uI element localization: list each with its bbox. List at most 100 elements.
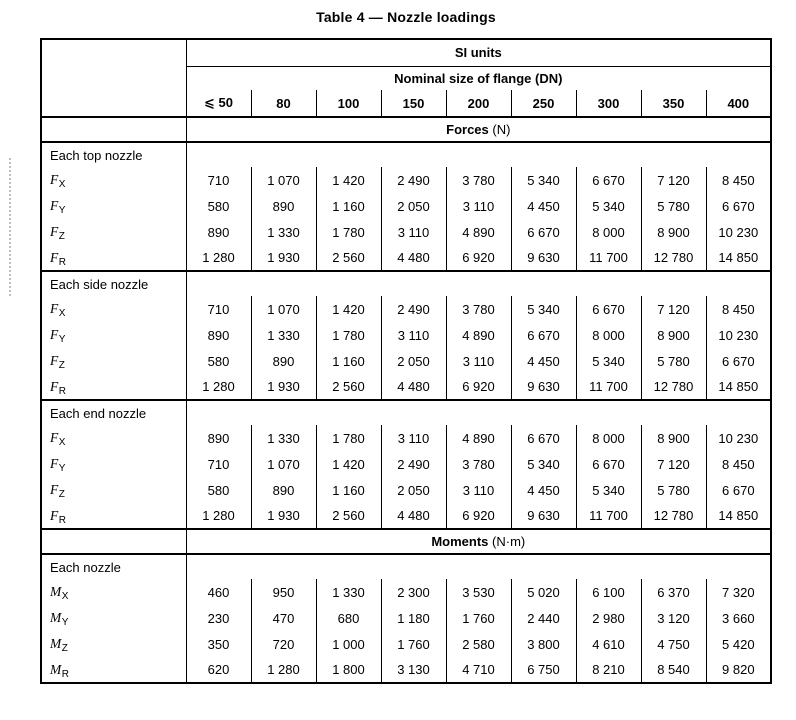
value-cell: 8 900	[640, 219, 706, 245]
table-row: MZ 350 720 1 000 1 760 2 580 3 800 4 610 4 750 5 …	[41, 631, 772, 657]
quantity-subscript: Y	[61, 617, 69, 628]
quantity-subscript: X	[58, 179, 66, 190]
column-header: 400	[705, 90, 772, 117]
quantity-subscript: Z	[61, 643, 68, 654]
quantity-symbol: M	[50, 584, 62, 599]
value-cell: 230	[207, 610, 230, 626]
quantity-symbol-cell: FY	[41, 193, 187, 219]
quantity-subscript: R	[58, 385, 66, 397]
value-cell: 710	[207, 456, 230, 472]
value-cell: 8 450	[705, 296, 772, 322]
quantity-symbol-cell: FX	[41, 296, 187, 322]
quantity-symbol-cell: FX	[41, 425, 187, 451]
value-cell: 2 580	[445, 631, 511, 657]
value-cell: 1 180	[380, 605, 446, 631]
section-label-spacer	[186, 399, 772, 425]
value-cell: 9 630	[510, 503, 576, 529]
value-cell: 14 850	[705, 374, 772, 400]
value-cell: 1 330	[250, 425, 316, 451]
value-cell: 2 980	[575, 605, 641, 631]
value-cell: 6 670	[705, 193, 772, 219]
value-cell: 8 000	[575, 425, 641, 451]
value-cell: 1 760	[380, 631, 446, 657]
value-cell: 4 710	[445, 657, 511, 683]
quantity-symbol: M	[50, 610, 62, 625]
value-cell: 14 850	[705, 503, 772, 529]
value-cell: 11 700	[575, 245, 641, 271]
section-label-row: Each side nozzle	[41, 270, 772, 296]
value-cell: 6 370	[640, 579, 706, 605]
value-cell: 4 480	[380, 245, 446, 271]
table-row: FZ 890 1 330 1 780 3 110 4 890 6 670 8 000 8 900…	[41, 219, 772, 245]
value-cell: 1 280	[202, 508, 235, 523]
value-cell: 1 780	[315, 425, 381, 451]
value-cell: 14 850	[705, 245, 772, 271]
value-cell: 1 280	[202, 250, 235, 265]
section-label-spacer	[186, 270, 772, 296]
value-cell: 1 930	[250, 374, 316, 400]
value-cell: 1 930	[250, 503, 316, 529]
value-cell: 4 750	[640, 631, 706, 657]
value-cell: 2 300	[380, 579, 446, 605]
value-cell: 2 490	[380, 296, 446, 322]
value-cell: 5 340	[510, 451, 576, 477]
quantity-symbol: F	[50, 456, 59, 471]
value-cell: 9 630	[510, 374, 576, 400]
value-cell: 4 450	[510, 477, 576, 503]
value-cell: 890	[207, 327, 230, 343]
quantity-symbol: F	[50, 507, 59, 523]
value-cell: 3 110	[380, 322, 446, 348]
quantity-subscript: Y	[58, 205, 66, 216]
value-cell: 12 780	[640, 503, 706, 529]
value-cell: 9 820	[705, 657, 772, 683]
value-cell: 1 760	[445, 605, 511, 631]
value-cell: 8 000	[575, 219, 641, 245]
quantity-symbol: F	[50, 327, 59, 342]
value-cell: 890	[250, 477, 316, 503]
value-cell: 11 700	[575, 374, 641, 400]
stub-header-cell	[41, 39, 187, 117]
value-cell: 3 130	[380, 657, 446, 683]
column-header: 300	[575, 90, 641, 117]
quantity-subscript: X	[58, 437, 66, 448]
quantity-subscript: R	[58, 514, 66, 526]
value-cell: 2 050	[380, 477, 446, 503]
value-cell: 3 780	[445, 451, 511, 477]
value-cell: 3 780	[445, 167, 511, 193]
value-cell: 6 920	[445, 245, 511, 271]
quantity-symbol: F	[50, 482, 59, 497]
column-header-row: ⩽ 50 80 100 150 200 250 300 350 400	[41, 90, 772, 117]
value-cell: 3 110	[380, 219, 446, 245]
quantity-subscript: X	[58, 308, 66, 319]
value-cell: 2 560	[315, 503, 381, 529]
quantity-symbol: F	[50, 430, 59, 445]
table-row: FX 890 1 330 1 780 3 110 4 890 6 670 8 000 8 900…	[41, 425, 772, 451]
quantity-subscript: Z	[58, 360, 65, 371]
section-label-row: Each nozzle	[41, 553, 772, 579]
quantity-symbol: F	[50, 353, 59, 368]
value-cell: 4 890	[445, 425, 511, 451]
value-cell: 3 120	[640, 605, 706, 631]
value-cell: 460	[207, 584, 230, 600]
value-cell: 11 700	[575, 503, 641, 529]
value-cell: 1 160	[315, 348, 381, 374]
value-cell: 1 330	[250, 322, 316, 348]
quantity-subscript: R	[61, 668, 69, 680]
band-unit: (N)	[488, 122, 511, 137]
value-cell: 1 070	[250, 167, 316, 193]
unit-band-row: Forces (N)	[41, 116, 772, 143]
value-cell: 6 670	[510, 322, 576, 348]
quantity-subscript: Y	[58, 463, 66, 474]
table-title: Table 4 — Nozzle loadings	[316, 9, 496, 25]
value-cell: 4 890	[445, 322, 511, 348]
value-cell: 5 780	[640, 477, 706, 503]
value-cell: 5 340	[575, 477, 641, 503]
value-cell: 6 100	[575, 579, 641, 605]
value-cell: 5 780	[640, 193, 706, 219]
table-row: FX 710 1 070 1 420 2 490 3 780 5 340 6 670 7 120…	[41, 167, 772, 193]
si-units-row: SI units	[41, 39, 772, 117]
value-cell: 5 420	[705, 631, 772, 657]
value-cell: 890	[250, 193, 316, 219]
value-cell: 890	[207, 224, 230, 240]
value-cell: 1 800	[315, 657, 381, 683]
